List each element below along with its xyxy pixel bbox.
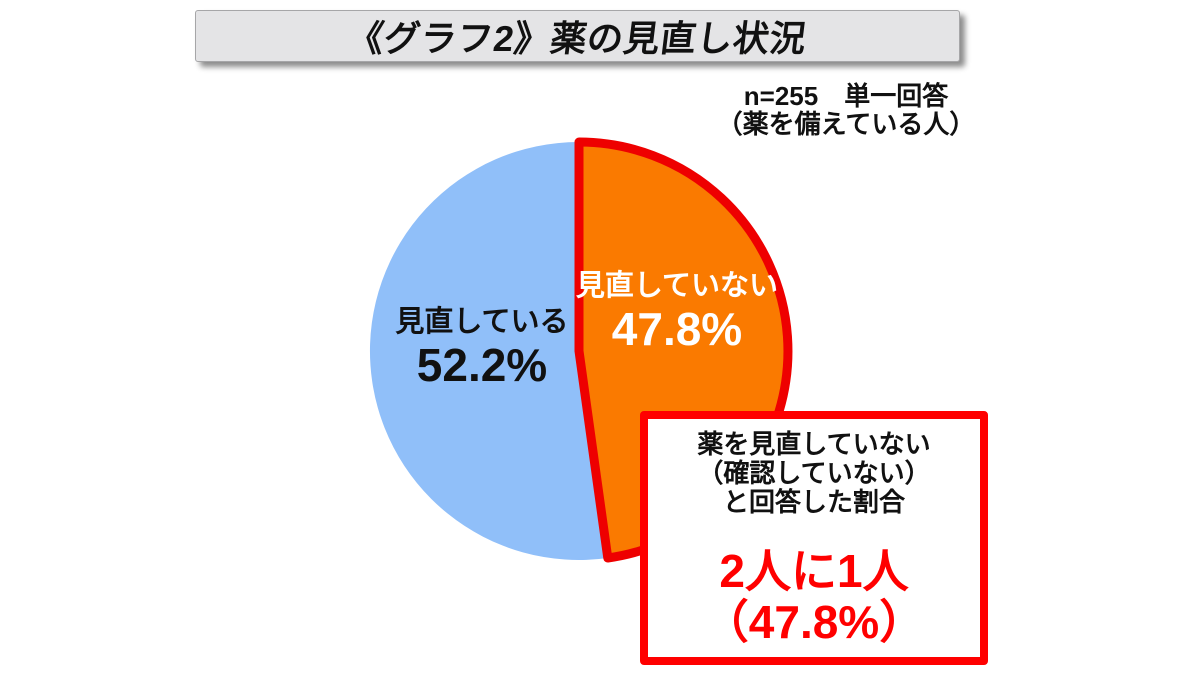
callout-highlight-line1: 2人に1人 (719, 545, 909, 597)
pie-label-reviewing: 見直している 52.2% (368, 306, 596, 388)
callout-highlight: 2人に1人 （47.8%） (648, 546, 980, 648)
pie-slice-reviewing (369, 142, 608, 560)
callout-description: 薬を見直していない （確認していない） と回答した割合 (648, 430, 980, 517)
pie-label-not-reviewing-name: 見直していない (575, 270, 779, 302)
title-bar: 《グラフ2》薬の見直し状況 (195, 10, 960, 62)
pie-label-reviewing-pct: 52.2% (416, 339, 548, 391)
callout-desc-line3: と回答した割合 (722, 487, 905, 517)
callout-desc-line2: （確認していない） (697, 458, 931, 488)
pie-label-not-reviewing-pct: 47.8% (611, 303, 743, 355)
sample-note-line2: （薬を備えている人） (716, 109, 976, 139)
pie-label-not-reviewing: 見直していない 47.8% (563, 270, 791, 352)
callout-desc-line1: 薬を見直していない (697, 429, 931, 459)
sample-note: n=255 単一回答 （薬を備えている人） (700, 82, 992, 138)
callout-box: 薬を見直していない （確認していない） と回答した割合 2人に1人 （47.8%… (640, 411, 988, 665)
callout-highlight-line2: （47.8%） (702, 596, 926, 648)
pie-label-reviewing-name: 見直している (395, 306, 569, 338)
sample-note-line1: n=255 単一回答 (743, 81, 949, 111)
